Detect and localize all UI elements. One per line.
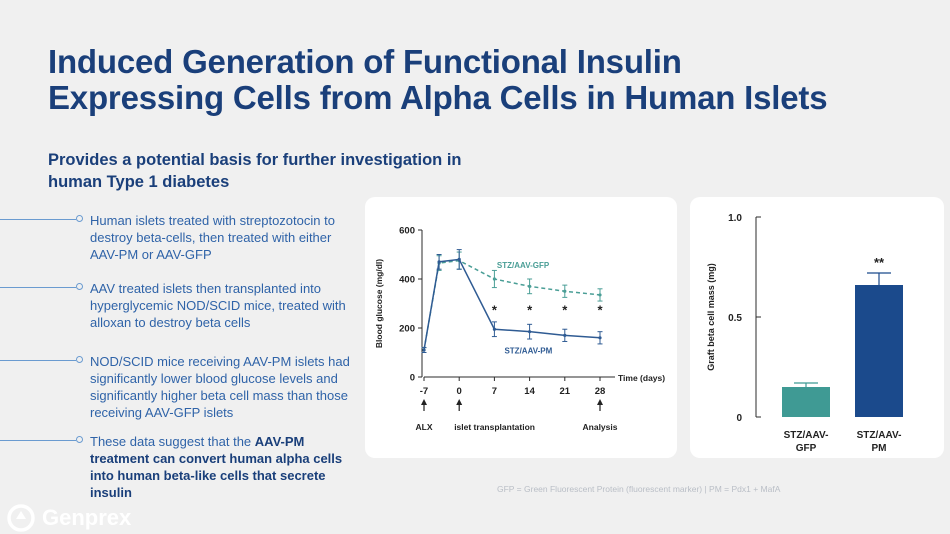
- y-tick-label: 1.0: [728, 213, 742, 224]
- x-tick-label: 7: [492, 386, 497, 397]
- genprex-logo: Genprex: [6, 503, 131, 533]
- category-label: GFP: [796, 443, 817, 454]
- x-tick-label: 14: [524, 386, 535, 397]
- bullet-connector: [0, 440, 76, 441]
- bullet-dot: [76, 356, 83, 363]
- event-label: islet transplantation: [454, 422, 535, 432]
- data-point: [598, 336, 602, 340]
- bar-stz-aav-gfp: [782, 387, 830, 417]
- significance-marker: *: [597, 303, 603, 318]
- data-point: [598, 293, 602, 297]
- glucose-line-chart: 0 200 400 600 -7 0 7 14 21 28 Blood glucose (mg/dl…: [374, 226, 665, 433]
- bullet-text-plain: These data suggest that the: [90, 434, 255, 449]
- y-axis-label: Graft beta cell mass (mg): [706, 263, 716, 371]
- x-tick-label: 28: [595, 386, 606, 397]
- bullet-text: NOD/SCID mice receiving AAV-PM islets ha…: [90, 354, 350, 420]
- bullet-connector: [0, 219, 76, 220]
- bullet-connector: [0, 287, 76, 288]
- bullet-text: Human islets treated with streptozotocin…: [90, 213, 335, 262]
- data-point: [437, 260, 441, 264]
- significance-marker: *: [527, 303, 533, 318]
- bullet-text: AAV treated islets then transplanted int…: [90, 281, 346, 330]
- x-tick-label: -7: [420, 386, 428, 397]
- beta-mass-bar-chart: 0 0.5 1.0 Graft beta cell mass (mg) STZ/AAV-…: [706, 213, 903, 454]
- category-label: PM: [872, 443, 887, 454]
- event-arrow-head: [456, 399, 463, 405]
- data-point: [528, 330, 532, 334]
- significance-marker: *: [562, 303, 568, 318]
- data-point: [492, 277, 496, 281]
- bullet-text-bold: AAV-PM treatment can convert human alpha…: [90, 434, 343, 500]
- bullet-dot: [76, 215, 83, 222]
- genprex-logo-icon: [7, 504, 35, 532]
- data-point: [563, 333, 567, 337]
- event-arrow-head: [421, 399, 427, 405]
- data-point: [457, 257, 461, 261]
- footnote: GFP = Green Fluorescent Protein (fluores…: [497, 484, 781, 494]
- significance-marker: *: [492, 303, 498, 318]
- data-point: [528, 284, 532, 288]
- y-tick-label: 0.5: [728, 313, 742, 324]
- bullet-text: These data suggest that the AAV-PM treat…: [90, 433, 362, 501]
- bar-stz-aav-pm: [855, 285, 903, 417]
- slide-subtitle: Provides a potential basis for further i…: [48, 151, 462, 191]
- y-tick-label: 400: [399, 275, 415, 286]
- category-label: STZ/AAV-: [857, 430, 902, 441]
- slide-title: Induced Generation of Functional Insulin…: [48, 43, 828, 116]
- y-tick-label: 600: [399, 226, 415, 237]
- x-axis-label: Time (days): [618, 373, 665, 383]
- y-tick-label: 0: [736, 413, 742, 424]
- y-axis-label: Blood glucose (mg/dl): [374, 259, 384, 348]
- y-tick-label: 200: [399, 324, 415, 335]
- x-tick-label: 21: [560, 386, 571, 397]
- series-line-stz-aav-pm: [423, 258, 601, 351]
- data-point: [563, 289, 567, 293]
- series-label-stz-aav-gfp: STZ/AAV-GFP: [497, 261, 550, 270]
- series-label-stz-aav-pm: STZ/AAV-PM: [504, 347, 552, 356]
- data-point: [492, 327, 496, 331]
- genprex-logo-name: Genprex: [42, 505, 132, 530]
- significance-marker: **: [874, 255, 885, 270]
- slide-title-line-2: Expressing Cells from Alpha Cells in Hum…: [48, 79, 828, 116]
- category-label: STZ/AAV-: [784, 430, 829, 441]
- event-label: ALX: [416, 422, 433, 432]
- slide-title-line-1: Induced Generation of Functional Insulin: [48, 43, 682, 80]
- y-tick-label: 0: [410, 373, 415, 384]
- bullet-dot: [76, 436, 83, 443]
- bullet-dot: [76, 283, 83, 290]
- data-point: [422, 348, 426, 352]
- beta-mass-chart-card: 0 0.5 1.0 Graft beta cell mass (mg) STZ/AAV-…: [690, 197, 944, 458]
- event-label: Analysis: [583, 422, 618, 432]
- event-arrow-head: [597, 399, 603, 405]
- glucose-chart-card: 0 200 400 600 -7 0 7 14 21 28 Blood glucose (mg/dl…: [365, 197, 677, 458]
- x-tick-label: 0: [457, 386, 462, 397]
- bullet-connector: [0, 360, 76, 361]
